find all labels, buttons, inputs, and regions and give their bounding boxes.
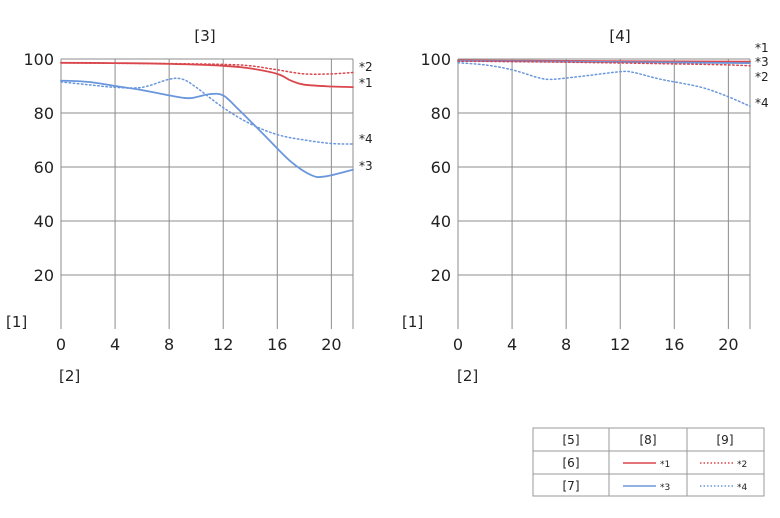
x-tick-label: 12 — [610, 335, 630, 354]
y-tick-label: 60 — [34, 158, 54, 177]
y-tick-label: 40 — [431, 212, 451, 231]
series-line-mtf-4 — [60, 77, 354, 145]
x-tick-label: 20 — [321, 335, 341, 354]
y-tick-label: 80 — [34, 104, 54, 123]
chart-right-y-ticks: 20 40 60 80 100 — [420, 50, 451, 285]
legend-header-cell: [8] — [640, 433, 657, 447]
chart-right-title: [4] — [609, 27, 630, 45]
chart-right-series-end-labels: *1*3*2 *4 — [755, 41, 769, 110]
x-tick-label: 20 — [718, 335, 738, 354]
chart-right: [4] 20 40 60 80 100 0 4 8 12 16 20 [1] [2] *1*3*2… — [402, 27, 769, 385]
y-tick-label: 100 — [420, 50, 451, 69]
legend-swatch-label: *2 — [737, 460, 747, 470]
legend-table: [5] [8] [9] [6] *1 *2 [7] *3 *4 — [532, 427, 765, 497]
series-line-mtf-1 — [60, 61, 354, 88]
x-tick-label: 4 — [507, 335, 517, 354]
chart-left-x-ticks: 0 4 8 12 16 20 — [56, 335, 342, 354]
chart-right-series — [457, 59, 751, 108]
legend-header-cell: [5] — [563, 433, 580, 447]
series-end-label: *3 — [755, 55, 769, 69]
legend-swatch-label: *4 — [737, 483, 748, 493]
x-tick-label: 16 — [664, 335, 684, 354]
chart-right-x-axis-label: [2] — [457, 367, 478, 385]
x-tick-label: 12 — [213, 335, 233, 354]
series-end-label: *2 — [755, 70, 769, 84]
y-tick-label: 40 — [34, 212, 54, 231]
chart-left-y-axis-label: [1] — [6, 313, 27, 331]
series-end-label: *4 — [359, 132, 373, 146]
legend-swatch-label: *3 — [660, 483, 670, 493]
x-tick-label: 8 — [561, 335, 571, 354]
legend-swatch-label: *1 — [660, 460, 670, 470]
series-line-mtf-2 — [457, 60, 751, 67]
chart-left-y-ticks: 20 40 60 80 100 — [23, 50, 54, 285]
chart-right-gridlines — [457, 58, 751, 329]
x-tick-label: 8 — [164, 335, 174, 354]
y-tick-label: 20 — [431, 266, 451, 285]
series-line-mtf-3 — [60, 79, 354, 179]
y-tick-label: 80 — [431, 104, 451, 123]
series-line-mtf-3 — [457, 60, 751, 64]
y-tick-label: 100 — [23, 50, 54, 69]
chart-left-x-axis-label: [2] — [59, 367, 80, 385]
legend-header-cell: [9] — [717, 433, 734, 447]
series-end-label: *2 — [359, 60, 373, 74]
legend-table-frame — [532, 427, 765, 497]
chart-right-y-axis-label: [1] — [402, 313, 423, 331]
x-tick-label: 16 — [267, 335, 287, 354]
y-tick-label: 20 — [34, 266, 54, 285]
series-line-mtf-4 — [457, 62, 751, 108]
series-end-label: *4 — [755, 96, 769, 110]
x-tick-label: 4 — [110, 335, 120, 354]
chart-left-title: [3] — [194, 27, 215, 45]
series-end-label: *3 — [359, 159, 373, 173]
chart-left: [3] 20 40 60 80 100 0 4 8 12 16 20 [1] [2] *2 *1 *4… — [6, 27, 373, 385]
chart-left-gridlines — [60, 58, 354, 329]
legend-row-label: [7] — [563, 479, 580, 493]
series-end-label: *1 — [755, 41, 769, 55]
x-tick-label: 0 — [453, 335, 463, 354]
x-tick-label: 0 — [56, 335, 66, 354]
chart-right-x-ticks: 0 4 8 12 16 20 — [453, 335, 739, 354]
legend-row-label: [6] — [563, 456, 580, 470]
series-end-label: *1 — [359, 76, 373, 90]
y-tick-label: 60 — [431, 158, 451, 177]
chart-left-series-end-labels: *2 *1 *4 *3 — [359, 60, 373, 173]
chart-left-series — [60, 61, 354, 179]
